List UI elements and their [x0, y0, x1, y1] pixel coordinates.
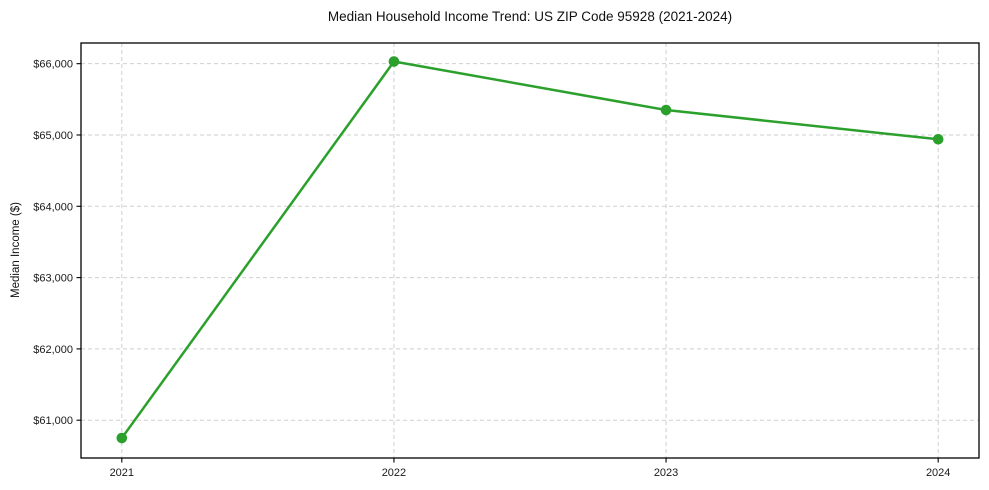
chart-title: Median Household Income Trend: US ZIP Co… — [327, 9, 733, 24]
data-point-marker — [932, 133, 944, 145]
y-tick-label: $61,000 — [33, 415, 73, 427]
income-trend-line — [120, 60, 940, 440]
x-tick-label: 2024 — [926, 467, 950, 479]
data-point-marker — [388, 56, 400, 67]
y-tick-label: $62,000 — [33, 344, 73, 356]
y-tick-label: $63,000 — [33, 273, 73, 285]
y-tick-label: $65,000 — [33, 130, 73, 142]
y-tick-label: $66,000 — [33, 59, 73, 71]
axes-spines — [80, 42, 980, 459]
x-tick-label: 2022 — [382, 467, 406, 479]
x-tick-label: 2021 — [110, 467, 134, 479]
x-tick-label: 2023 — [654, 467, 678, 479]
data-point-marker — [116, 432, 128, 444]
data-point-marker — [660, 104, 672, 116]
y-tick-label: $64,000 — [33, 201, 73, 213]
